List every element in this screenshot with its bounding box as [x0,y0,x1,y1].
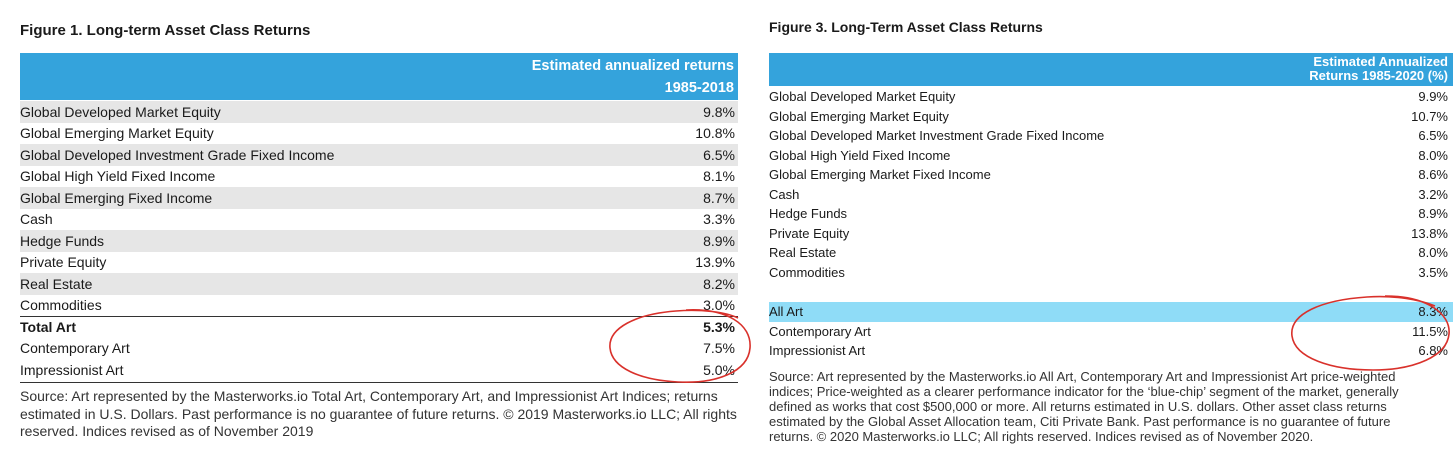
row-label: Global Emerging Market Fixed Income [769,167,991,183]
row-value: 6.5% [703,146,735,163]
table-row: Global Emerging Fixed Income 8.7% [20,187,738,209]
figure-1-header: Estimated annualized returns 1985-2018 [20,53,738,100]
row-label: All Art [769,304,803,320]
table-row: Real Estate 8.2% [20,273,738,295]
row-label: Private Equity [20,254,107,271]
table-row: Hedge Funds 8.9% [769,204,1453,224]
table-row: Global Developed Market Investment Grade… [769,126,1453,146]
figure-3-header-line2: Returns 1985-2020 (%) [1309,68,1448,83]
figure-3-header: Estimated Annualized Returns 1985-2020 (… [769,53,1453,86]
table-row: Cash 3.3% [20,209,738,231]
figure-1-header-line1: Estimated annualized returns [531,58,734,74]
table-row: Global Emerging Market Fixed Income 8.6% [769,165,1453,185]
row-value: 5.3% [703,318,735,335]
row-label: Impressionist Art [769,343,866,359]
row-label: Global Emerging Market Equity [769,108,949,124]
table-bottom-rule [20,381,738,383]
row-label: Global Developed Investment Grade Fixed … [20,146,335,163]
row-label: Global High Yield Fixed Income [20,168,216,185]
row-label: Total Art [20,318,76,335]
row-value: 9.8% [703,103,735,120]
figure-1-title: Figure 1. Long-term Asset Class Returns [20,22,311,39]
row-value: 8.2% [703,275,735,292]
row-label: Global Developed Market Equity [769,89,956,105]
row-label: Real Estate [20,275,93,292]
row-value: 7.5% [703,340,735,357]
row-label: Global Emerging Fixed Income [20,189,213,206]
table-row: Total Art 5.3% [20,316,738,338]
table-row: All Art 8.3% [769,302,1453,322]
row-value: 3.2% [1418,186,1448,202]
table-row: Contemporary Art 7.5% [20,338,738,360]
row-label: Cash [20,211,53,228]
table-row: Impressionist Art 5.0% [20,359,738,381]
table-row: Global Developed Investment Grade Fixed … [20,144,738,166]
figure-1-source-note: Source: Art represented by the Masterwor… [20,388,737,439]
row-label: Real Estate [769,245,837,261]
row-value: 11.5% [1412,323,1448,339]
table-row: Global Emerging Market Equity 10.7% [769,107,1453,127]
table-row: Commodities 3.5% [769,263,1453,283]
row-label: Hedge Funds [769,206,848,222]
row-value: 6.5% [1418,128,1448,144]
row-label: Impressionist Art [20,361,124,378]
row-label: Commodities [769,264,845,280]
table-divider [20,316,738,317]
row-value: 13.8% [1411,225,1448,241]
table-row: Global High Yield Fixed Income 8.1% [20,166,738,188]
row-value: 6.8% [1418,343,1448,359]
row-label: Contemporary Art [20,340,130,357]
row-label: Cash [769,186,800,202]
row-label: Private Equity [769,225,850,241]
figure-3-header-line1: Estimated Annualized [1313,54,1448,69]
figure-3-title: Figure 3. Long-Term Asset Class Returns [769,19,1043,35]
row-value: 10.7% [1411,108,1448,124]
row-value: 9.9% [1418,89,1448,105]
table-row: Private Equity 13.9% [20,252,738,274]
row-value: 8.6% [1418,167,1448,183]
table-row: Global High Yield Fixed Income 8.0% [769,146,1453,166]
table-row: Real Estate 8.0% [769,243,1453,263]
row-label: Commodities [20,297,102,314]
row-value: 13.9% [695,254,735,271]
table-row: Hedge Funds 8.9% [20,230,738,252]
row-value: 10.8% [695,125,735,142]
table-row: Commodities 3.0% [20,295,738,317]
table-row: Impressionist Art 6.8% [769,341,1453,361]
row-value: 3.0% [703,297,735,314]
figure-1-header-line2: 1985-2018 [664,80,734,96]
row-value: 3.5% [1418,264,1448,280]
row-label: Global Developed Market Equity [20,103,221,120]
row-label: Contemporary Art [769,323,871,339]
figure-3-source-note: Source: Art represented by the Masterwor… [769,369,1399,444]
table-row: Private Equity 13.8% [769,224,1453,244]
table-row: Contemporary Art 11.5% [769,322,1453,342]
row-value: 8.3% [1418,304,1448,320]
table-row: Global Developed Market Equity 9.9% [769,87,1453,107]
row-value: 8.0% [1418,245,1448,261]
table-row: Global Developed Market Equity 9.8% [20,101,738,123]
row-value: 8.9% [1418,206,1448,222]
row-label: Global Emerging Market Equity [20,125,214,142]
row-value: 3.3% [703,211,735,228]
table-row: Global Emerging Market Equity 10.8% [20,123,738,145]
row-value: 8.9% [703,232,735,249]
row-label: Global High Yield Fixed Income [769,147,951,163]
row-value: 8.7% [703,189,735,206]
row-label: Hedge Funds [20,232,105,249]
row-label: Global Developed Market Investment Grade… [769,128,1105,144]
row-value: 8.1% [703,168,735,185]
row-value: 8.0% [1418,147,1448,163]
table-row: Cash 3.2% [769,185,1453,205]
row-value: 5.0% [703,361,735,378]
